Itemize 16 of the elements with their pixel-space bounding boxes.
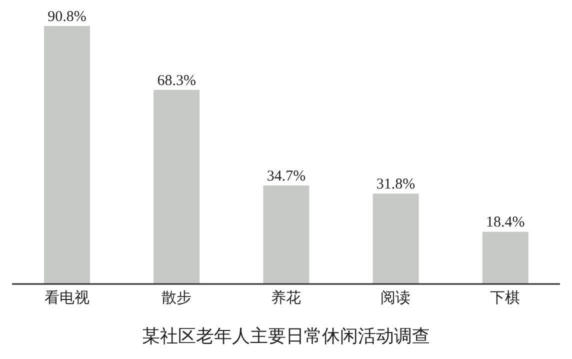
data-label: 34.7% [266,168,306,184]
data-label: 18.4% [486,214,525,231]
bar [482,232,528,284]
text: 某社区老年人主要日常休闲活动调查 [141,325,431,348]
data-label: 90.8% [48,9,86,25]
x-tick-label: 散步 [161,288,192,307]
x-tick-label: 阅读 [380,288,411,307]
data-label: 68.3% [157,72,196,89]
x-tick-label: 看电视 [44,288,90,307]
bar [263,185,310,284]
x-tick-label: 下棋 [490,288,520,307]
x-tick-label: 养花 [271,288,301,307]
bar [372,194,419,284]
bar [44,26,90,284]
data-label: 31.8% [376,176,416,193]
bar [154,90,200,284]
